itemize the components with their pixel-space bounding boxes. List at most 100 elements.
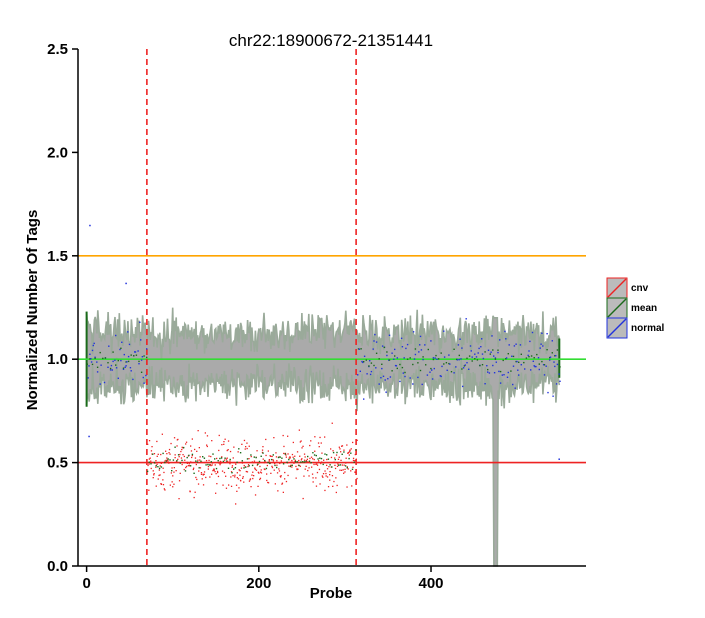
cnv-point	[259, 465, 261, 468]
normal-point	[363, 355, 366, 357]
normal-point	[381, 345, 384, 347]
cnv-point	[238, 469, 240, 471]
cnv-point	[305, 465, 307, 467]
mean-point	[317, 458, 319, 460]
cnv-point	[268, 459, 270, 461]
normal-point	[457, 344, 460, 346]
mean-point	[86, 363, 88, 365]
normal-point	[143, 382, 145, 384]
normal-point	[89, 224, 91, 227]
mean-point	[489, 353, 491, 355]
cnv-point	[155, 460, 157, 462]
normal-point	[436, 358, 438, 360]
cnv-point	[354, 460, 356, 462]
normal-point	[137, 350, 139, 352]
mean-point	[198, 467, 200, 469]
cnv-point	[235, 484, 238, 486]
mean-point	[264, 459, 266, 462]
cnv-point	[152, 470, 154, 472]
cnv-point	[281, 482, 284, 484]
cnv-point	[203, 473, 205, 475]
cnv-point	[210, 464, 212, 467]
normal-point	[461, 347, 463, 349]
cnv-point	[306, 458, 308, 460]
mean-point	[276, 466, 278, 469]
mean-point	[417, 362, 419, 364]
cnv-point	[229, 460, 231, 462]
cnv-point	[305, 460, 308, 462]
mean-point	[291, 464, 293, 466]
normal-point	[545, 365, 547, 367]
mean-point	[353, 461, 355, 463]
cnv-point	[220, 461, 222, 463]
cnv-point	[226, 457, 228, 459]
normal-point	[481, 353, 484, 355]
mean-point	[162, 452, 164, 455]
mean-point	[214, 458, 216, 460]
normal-point	[94, 356, 96, 358]
normal-point	[449, 363, 451, 365]
mean-point	[120, 347, 122, 349]
normal-point	[439, 375, 441, 377]
cnv-point	[191, 438, 193, 440]
cnv-point	[306, 461, 308, 463]
cnv-point	[206, 435, 209, 437]
cnv-point	[314, 436, 316, 438]
cnv-point	[275, 456, 278, 458]
y-tick-label: 1.5	[47, 248, 68, 265]
cnv-point	[237, 451, 239, 453]
cnv-point	[253, 475, 255, 477]
cnv-point	[221, 456, 223, 458]
cnv-point	[303, 453, 306, 455]
cnv-point	[159, 465, 161, 467]
cnv-point	[207, 468, 209, 470]
mean-point	[99, 351, 101, 354]
normal-point	[378, 383, 380, 385]
mean-point	[419, 369, 422, 372]
cnv-point	[225, 475, 227, 477]
mean-point	[319, 457, 321, 459]
mean-point	[231, 472, 233, 474]
cnv-point	[352, 466, 354, 468]
mean-point	[298, 464, 300, 467]
normal-point	[88, 435, 90, 438]
mean-point	[370, 362, 373, 364]
mean-point	[320, 457, 323, 460]
cnv-point	[164, 460, 166, 462]
cnv-point	[229, 463, 231, 465]
cnv-point	[177, 438, 179, 441]
normal-point	[429, 371, 431, 373]
cnv-point	[350, 448, 352, 450]
mean-point	[224, 457, 226, 459]
mean-point	[160, 466, 163, 468]
mean-point	[463, 365, 466, 367]
normal-point	[516, 360, 518, 363]
normal-point	[529, 340, 531, 343]
cnv-point	[288, 465, 290, 467]
mean-point	[239, 452, 242, 454]
cnv-point	[184, 462, 186, 464]
mean-point	[326, 454, 328, 456]
cnv-point	[352, 457, 355, 459]
cnv-point	[167, 461, 170, 464]
cnv-point	[307, 469, 309, 472]
cnv-point	[188, 463, 190, 465]
mean-point	[295, 461, 297, 463]
normal-point	[506, 376, 509, 378]
normal-point	[543, 374, 546, 376]
cnv-point	[340, 469, 343, 471]
cnv-point	[183, 455, 185, 458]
cnv-point	[274, 462, 276, 464]
cnv-point	[252, 462, 255, 464]
cnv-point	[165, 459, 167, 461]
mean-point	[176, 460, 178, 462]
cnv-point	[157, 478, 159, 480]
cnv-point	[187, 465, 189, 467]
normal-point	[405, 347, 407, 350]
cnv-point	[228, 484, 230, 486]
normal-point	[448, 354, 450, 356]
mean-point	[301, 461, 304, 463]
cnv-point	[190, 450, 193, 452]
normal-point	[87, 377, 89, 379]
cnv-point	[153, 453, 156, 455]
